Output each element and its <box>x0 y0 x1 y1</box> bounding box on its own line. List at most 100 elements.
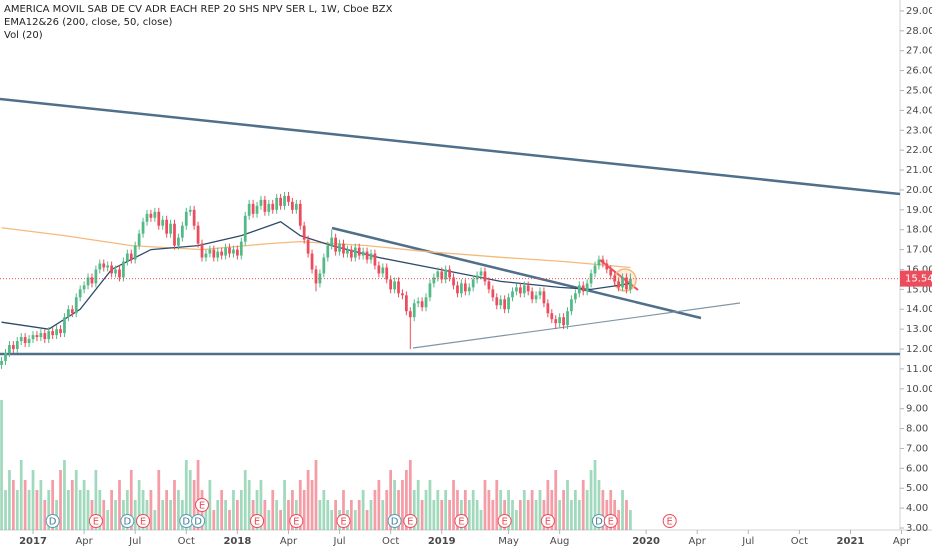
candle-body <box>475 275 479 280</box>
volume-bar <box>456 490 459 530</box>
candle-body <box>522 285 526 294</box>
candle-body <box>499 299 503 306</box>
candle-body <box>165 219 169 234</box>
volume-bar <box>518 500 522 530</box>
candle-body <box>114 269 117 274</box>
candle-body <box>51 331 55 336</box>
volume-bar <box>255 490 259 530</box>
event-label: E <box>93 517 99 528</box>
candle-body <box>491 289 495 298</box>
volume-bar <box>349 500 353 530</box>
candle-body <box>349 249 353 258</box>
candle-body <box>629 278 632 290</box>
candle-body <box>27 339 31 344</box>
candle-body <box>570 299 573 312</box>
candle-body <box>43 333 47 340</box>
volume-bar <box>542 500 546 530</box>
volume-bar <box>35 490 39 530</box>
volume-bar <box>334 500 338 530</box>
indicator-label: EMA12&26 (200, close, 50, close) <box>4 17 173 28</box>
candle-body <box>526 285 530 292</box>
x-tick-label: 2018 <box>223 536 251 547</box>
candle-body <box>483 271 487 282</box>
y-tick-label: 22.00 <box>906 145 932 156</box>
candle-body <box>200 243 204 258</box>
candle-body <box>287 195 290 202</box>
candle-body <box>322 257 326 274</box>
event-marker <box>120 514 135 528</box>
event-marker <box>603 514 618 528</box>
volume-bar <box>11 480 15 530</box>
candle-body <box>338 243 341 252</box>
candle-body <box>550 313 554 320</box>
volume-bar <box>538 490 542 530</box>
volume-bar <box>444 490 448 530</box>
candle-body <box>259 199 263 206</box>
symbol-title: AMERICA MOVIL SAB DE CV ADR EACH REP 20 … <box>4 4 393 15</box>
candle-body <box>153 211 157 218</box>
volume-bar <box>522 490 526 530</box>
candle-body <box>625 277 628 290</box>
candle-body <box>495 297 499 306</box>
event-marker <box>454 514 469 528</box>
volume-bar <box>306 470 310 530</box>
x-tick-label: Jul <box>333 536 346 547</box>
candle-body <box>617 281 620 288</box>
volume-bar <box>570 500 573 530</box>
volume-bar <box>243 470 247 530</box>
volume-bar <box>4 490 7 530</box>
event-label: E <box>407 517 413 528</box>
volume-bar <box>204 500 208 530</box>
volume-bar <box>515 510 518 530</box>
candle-body <box>381 267 385 274</box>
candle-body <box>342 243 345 254</box>
x-tick-label: Apr <box>75 536 93 547</box>
candle-body <box>585 283 589 292</box>
candle-body <box>31 335 35 340</box>
event-label: E <box>608 517 614 528</box>
candle-body <box>255 205 259 214</box>
volume-bar <box>137 480 141 530</box>
candle-body <box>412 303 416 318</box>
candle-body <box>554 319 558 324</box>
candle-body <box>251 203 255 214</box>
candle-body <box>581 285 585 292</box>
trend-line <box>0 97 901 196</box>
candle-body <box>145 213 149 222</box>
candle-body <box>353 247 357 258</box>
volume-bar <box>562 490 565 530</box>
event-marker <box>336 514 351 528</box>
candle-body <box>397 281 400 294</box>
candle-body <box>11 345 15 350</box>
candle-body <box>377 265 381 274</box>
volume-bar <box>609 490 613 530</box>
event-marker <box>195 498 210 512</box>
volume-bar <box>298 480 302 530</box>
volume-bar <box>491 500 495 530</box>
volume-bar <box>98 490 102 530</box>
y-tick-label: 15.00 <box>906 284 932 295</box>
volume-bar <box>291 490 294 530</box>
x-tick-label: Aug <box>550 536 570 547</box>
candle-body <box>275 197 279 210</box>
volume-bar <box>196 460 200 530</box>
volume-bar <box>188 470 192 530</box>
candle-body <box>271 203 275 210</box>
y-tick-label: 28.00 <box>906 26 932 37</box>
volume-bar <box>581 480 585 530</box>
candle-body <box>518 287 522 294</box>
candle-body <box>283 195 286 206</box>
event-label: D <box>182 517 190 528</box>
candle-body <box>558 317 562 324</box>
candle-body <box>393 281 396 290</box>
y-tick-label: 18.00 <box>906 225 932 236</box>
candle-body <box>224 247 227 256</box>
candle-body <box>310 253 314 270</box>
volume-bar <box>613 500 617 530</box>
volume-bar <box>397 490 400 530</box>
y-tick-label: 21.00 <box>906 165 932 176</box>
event-marker <box>136 514 151 528</box>
volume-bar <box>401 480 404 530</box>
candle-body <box>573 293 577 300</box>
